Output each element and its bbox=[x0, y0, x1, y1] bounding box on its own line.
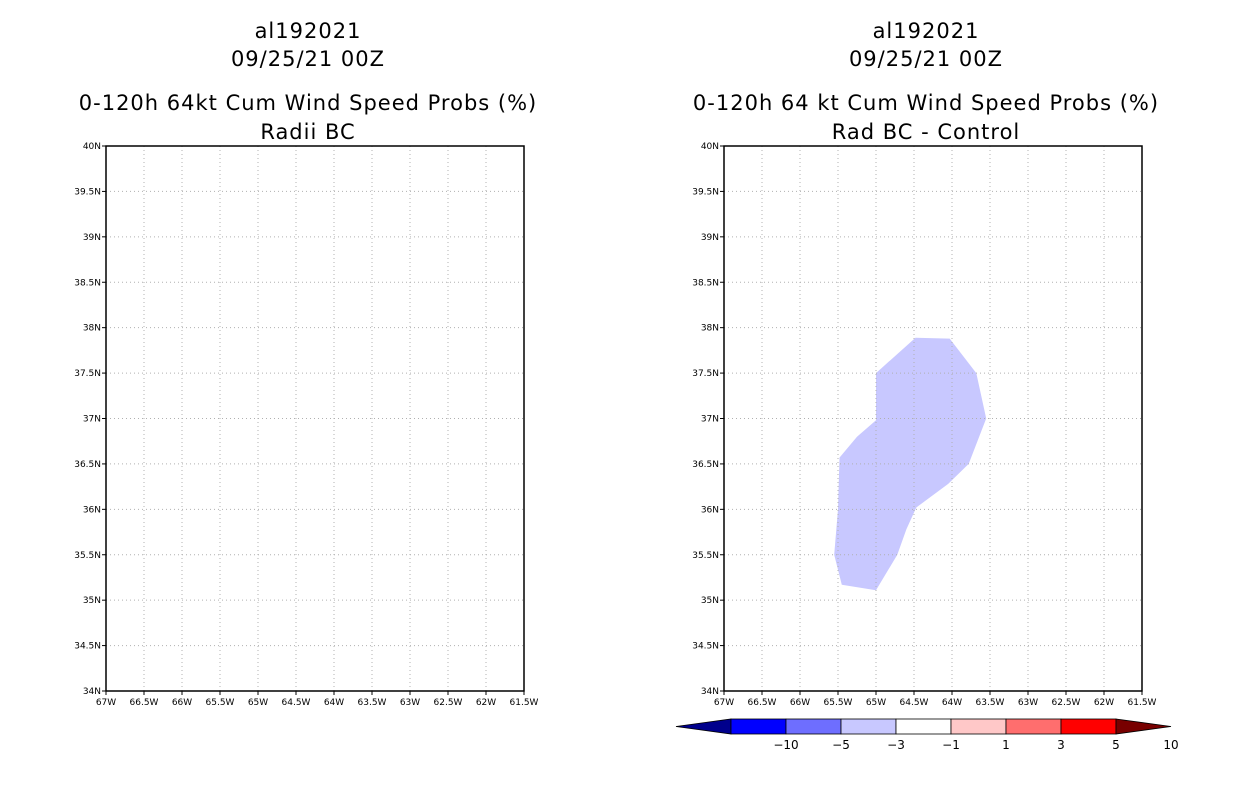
left-y-tick-label: 34.5N bbox=[74, 642, 101, 652]
left-y-tick-label: 39N bbox=[83, 233, 101, 243]
left-x-tick-label: 66W bbox=[172, 698, 192, 708]
left-y-tick-label: 36.5N bbox=[74, 460, 101, 470]
colorbar-arrow-high bbox=[1115, 718, 1172, 735]
right-y-tick-label: 40N bbox=[701, 142, 719, 152]
right-y-tick-label: 38N bbox=[701, 324, 719, 334]
left-x-tick-label: 64.5W bbox=[282, 698, 311, 708]
left-chart-subtitle: Radii BC bbox=[260, 120, 355, 144]
right-x-tick-label: 66W bbox=[790, 698, 810, 708]
left-y-tick-label: 38.5N bbox=[74, 278, 101, 288]
right-y-tick-label: 36N bbox=[701, 505, 719, 515]
right-x-tick-label: 63W bbox=[1018, 698, 1038, 708]
right-y-tick-label: 39N bbox=[701, 233, 719, 243]
colorbar-swatch bbox=[730, 718, 787, 735]
colorbar-swatch bbox=[950, 718, 1007, 735]
right-y-tick-label: 37N bbox=[701, 415, 719, 425]
right-map-panel: 67W 66.5W 66W 65.5W 65W 64.5W 64W 63.5W 63W 62.5W… bbox=[692, 142, 1156, 708]
right-chart-subtitle: Rad BC - Control bbox=[832, 120, 1021, 144]
colorbar-swatch bbox=[840, 718, 897, 735]
colorbar-swatch bbox=[785, 718, 842, 735]
left-x-tick-label: 65.5W bbox=[206, 698, 235, 708]
right-y-tick-label: 35N bbox=[701, 596, 719, 606]
left-y-tick-label: 39.5N bbox=[74, 187, 101, 197]
right-x-tick-label: 61.5W bbox=[1128, 698, 1157, 708]
right-x-tick-label: 65W bbox=[866, 698, 886, 708]
left-chart-title: 0-120h 64kt Cum Wind Speed Probs (%) bbox=[79, 91, 537, 115]
left-map-panel: 67W 66.5W 66W 65.5W 65W 64.5W 64W 63.5W 63W 62.5W… bbox=[74, 142, 538, 708]
right-y-tick-label: 34.5N bbox=[692, 642, 719, 652]
right-y-tick-label: 38.5N bbox=[692, 278, 719, 288]
colorbar-label: −3 bbox=[887, 738, 905, 752]
left-x-tick-label: 63W bbox=[400, 698, 420, 708]
right-x-tick-label: 63.5W bbox=[976, 698, 1005, 708]
colorbar-swatch bbox=[1060, 718, 1117, 735]
right-chart-title: 0-120h 64 kt Cum Wind Speed Probs (%) bbox=[693, 91, 1159, 115]
colorbar: −10 −5 −3 −1 1 3 5 10 bbox=[675, 718, 1179, 752]
left-y-tick-label: 34N bbox=[83, 687, 101, 697]
left-y-tick-label: 40N bbox=[83, 142, 101, 152]
left-y-tick-label: 35N bbox=[83, 596, 101, 606]
left-x-tick-label: 62.5W bbox=[434, 698, 463, 708]
left-datetime: 09/25/21 00Z bbox=[231, 47, 385, 71]
right-datetime: 09/25/21 00Z bbox=[849, 47, 1003, 71]
right-x-tick-label: 64W bbox=[942, 698, 962, 708]
colorbar-swatch bbox=[895, 718, 952, 735]
colorbar-arrow-low bbox=[675, 718, 732, 735]
colorbar-label: 10 bbox=[1163, 738, 1178, 752]
right-y-tick-label: 37.5N bbox=[692, 369, 719, 379]
left-y-tick-label: 38N bbox=[83, 324, 101, 334]
right-shaded-region-0 bbox=[834, 337, 987, 591]
left-y-tick-label: 37.5N bbox=[74, 369, 101, 379]
right-y-tick-label: 34N bbox=[701, 687, 719, 697]
colorbar-swatch bbox=[1005, 718, 1062, 735]
right-storm-id: al192021 bbox=[873, 19, 980, 43]
left-x-tick-label: 65W bbox=[248, 698, 268, 708]
left-x-tick-label: 64W bbox=[324, 698, 344, 708]
colorbar-label: 5 bbox=[1112, 738, 1120, 752]
left-y-tick-label: 37N bbox=[83, 415, 101, 425]
left-y-tick-label: 35.5N bbox=[74, 551, 101, 561]
colorbar-label: −1 bbox=[942, 738, 960, 752]
right-y-tick-label: 39.5N bbox=[692, 187, 719, 197]
right-x-tick-label: 66.5W bbox=[748, 698, 777, 708]
right-x-tick-label: 65.5W bbox=[824, 698, 853, 708]
right-x-tick-label: 62.5W bbox=[1052, 698, 1081, 708]
right-x-tick-label: 67W bbox=[714, 698, 734, 708]
left-x-tick-label: 66.5W bbox=[130, 698, 159, 708]
right-x-tick-label: 64.5W bbox=[900, 698, 929, 708]
left-x-tick-label: 62W bbox=[476, 698, 496, 708]
colorbar-label: 1 bbox=[1002, 738, 1010, 752]
left-x-tick-label: 67W bbox=[96, 698, 116, 708]
left-x-tick-label: 61.5W bbox=[510, 698, 539, 708]
left-x-tick-label: 63.5W bbox=[358, 698, 387, 708]
right-x-tick-label: 62W bbox=[1094, 698, 1114, 708]
right-y-tick-label: 36.5N bbox=[692, 460, 719, 470]
left-y-tick-label: 36N bbox=[83, 505, 101, 515]
colorbar-label: −5 bbox=[832, 738, 850, 752]
left-storm-id: al192021 bbox=[255, 19, 362, 43]
right-y-tick-label: 35.5N bbox=[692, 551, 719, 561]
colorbar-label: 3 bbox=[1057, 738, 1065, 752]
colorbar-label: −10 bbox=[773, 738, 798, 752]
